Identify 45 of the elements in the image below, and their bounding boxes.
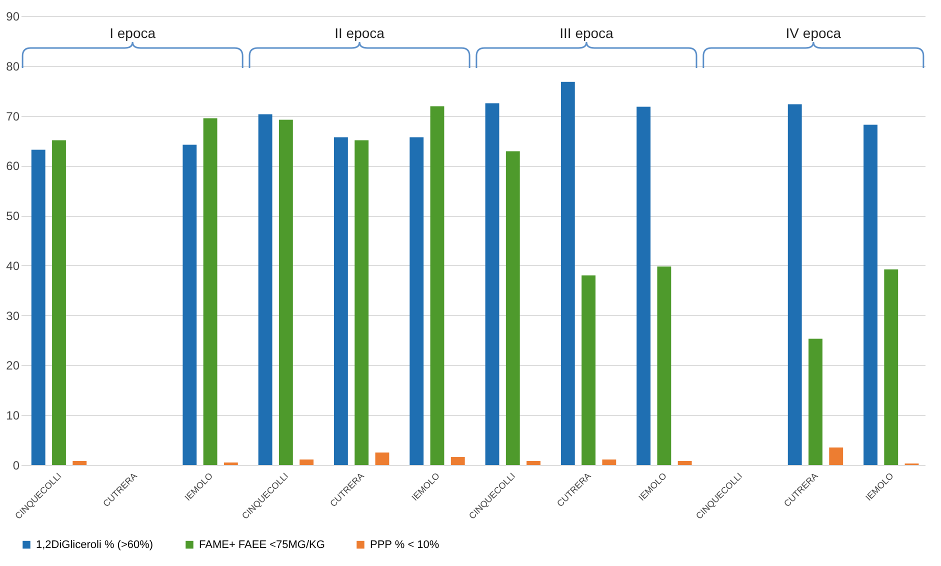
bar — [450, 457, 465, 465]
y-tick-label: 70 — [6, 109, 20, 124]
legend-label: 1,2DiGliceroli % (>60%) — [36, 538, 154, 551]
annotation: III epoca — [560, 25, 614, 41]
y-tick-label: 30 — [6, 308, 20, 323]
annotation: II epoca — [334, 25, 385, 41]
bar — [258, 114, 272, 465]
bar — [354, 140, 369, 465]
bar — [864, 124, 878, 465]
bar — [375, 452, 390, 465]
bar — [300, 460, 314, 465]
y-tick-label: 80 — [6, 59, 20, 74]
bar — [582, 275, 596, 465]
y-tick-label: 40 — [6, 258, 20, 273]
bar — [72, 461, 87, 465]
bar — [410, 137, 424, 465]
y-tick-label: 20 — [6, 358, 20, 373]
bar — [31, 150, 46, 465]
y-tick-label: 90 — [6, 10, 20, 24]
legend-label: FAME+ FAEE <75MG/KG — [199, 538, 325, 551]
bar — [636, 106, 651, 465]
bar — [884, 269, 898, 465]
bar — [52, 140, 66, 465]
annotation: I epoca — [110, 25, 156, 41]
bar — [657, 266, 672, 465]
bar — [808, 338, 822, 465]
y-tick-label: 0 — [12, 458, 20, 472]
y-tick-label: 10 — [6, 408, 20, 423]
bar — [334, 137, 348, 465]
bar — [485, 103, 500, 465]
bar — [203, 118, 218, 465]
bar — [430, 106, 444, 465]
bar — [278, 120, 293, 465]
annotation: IV epoca — [786, 25, 842, 41]
bar — [678, 461, 692, 465]
bar — [182, 144, 197, 465]
y-tick-label: 60 — [6, 159, 20, 174]
bar — [602, 460, 616, 465]
bar — [829, 448, 844, 465]
bar — [526, 461, 540, 465]
legend-label: PPP % < 10% — [370, 538, 440, 551]
y-tick-label: 50 — [6, 209, 20, 224]
bar — [560, 82, 575, 465]
bar — [788, 104, 802, 465]
bar — [506, 151, 520, 465]
